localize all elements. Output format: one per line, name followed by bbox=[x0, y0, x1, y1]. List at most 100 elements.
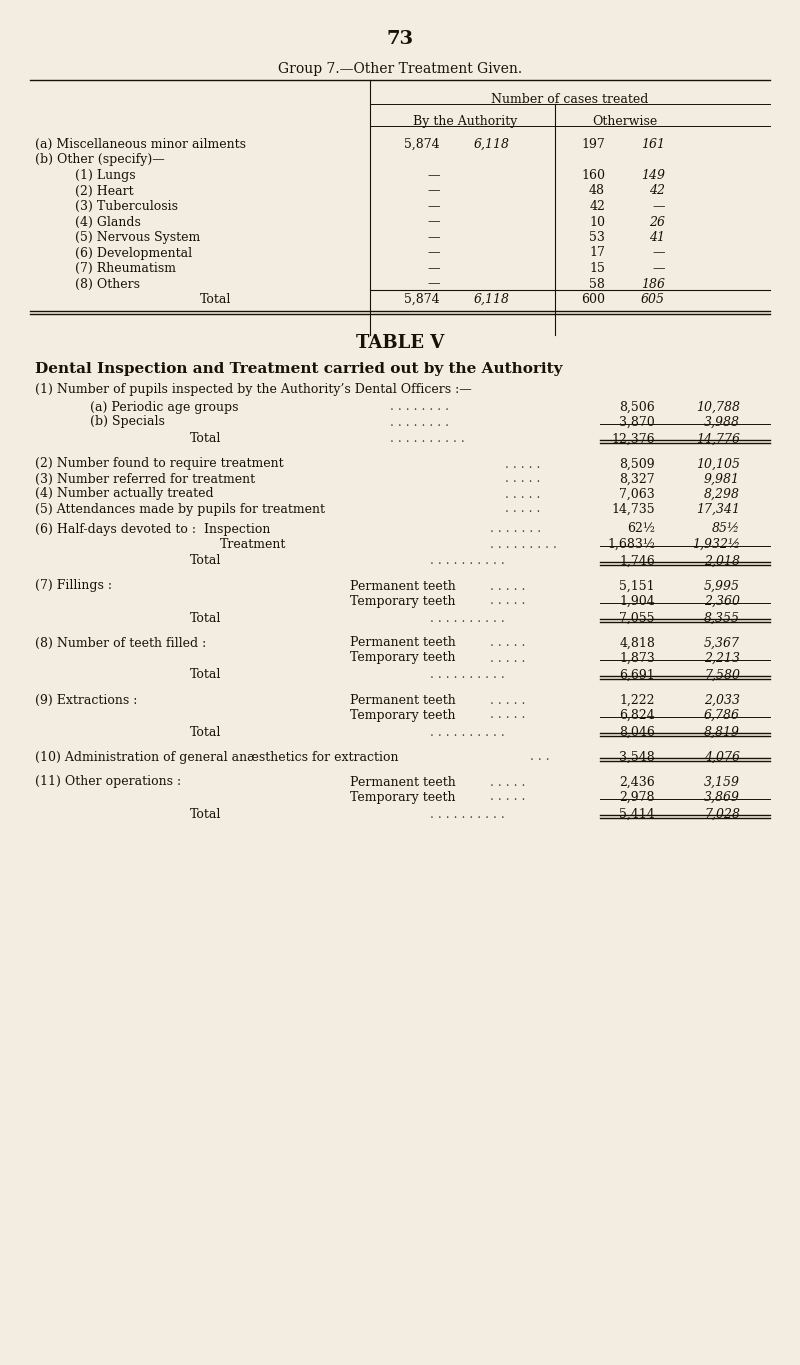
Text: Treatment: Treatment bbox=[220, 538, 286, 550]
Text: . . . . . . . . . .: . . . . . . . . . . bbox=[430, 808, 505, 820]
Text: (4) Number actually treated: (4) Number actually treated bbox=[35, 487, 214, 501]
Text: . . . . .: . . . . . bbox=[490, 693, 526, 707]
Text: 4,818: 4,818 bbox=[619, 636, 655, 650]
Text: 26: 26 bbox=[649, 216, 665, 228]
Text: Total: Total bbox=[190, 669, 222, 681]
Text: 2,436: 2,436 bbox=[619, 775, 655, 789]
Text: Permanent teeth: Permanent teeth bbox=[350, 636, 456, 650]
Text: —: — bbox=[427, 262, 440, 274]
Text: . . . . .: . . . . . bbox=[490, 595, 526, 607]
Text: 10,105: 10,105 bbox=[696, 457, 740, 471]
Text: 4,076: 4,076 bbox=[704, 751, 740, 763]
Text: —: — bbox=[653, 201, 665, 213]
Text: (1) Lungs: (1) Lungs bbox=[75, 169, 136, 182]
Text: 2,360: 2,360 bbox=[704, 595, 740, 607]
Text: Temporary teeth: Temporary teeth bbox=[350, 651, 455, 665]
Text: 2,033: 2,033 bbox=[704, 693, 740, 707]
Text: 197: 197 bbox=[582, 138, 605, 152]
Text: 1,746: 1,746 bbox=[619, 554, 655, 568]
Text: 1,873: 1,873 bbox=[619, 651, 655, 665]
Text: (6) Half-days devoted to :  Inspection: (6) Half-days devoted to : Inspection bbox=[35, 523, 270, 535]
Text: 5,874: 5,874 bbox=[404, 138, 440, 152]
Text: . . . . .: . . . . . bbox=[490, 790, 526, 804]
Text: . . . . . . . .: . . . . . . . . bbox=[390, 400, 449, 414]
Text: 8,355: 8,355 bbox=[704, 612, 740, 625]
Text: (2) Number found to require treatment: (2) Number found to require treatment bbox=[35, 457, 284, 471]
Text: 53: 53 bbox=[589, 231, 605, 244]
Text: (7) Rheumatism: (7) Rheumatism bbox=[75, 262, 176, 274]
Text: . . . . .: . . . . . bbox=[505, 487, 540, 501]
Text: . . . . .: . . . . . bbox=[505, 457, 540, 471]
Text: 2,018: 2,018 bbox=[704, 554, 740, 568]
Text: (5) Nervous System: (5) Nervous System bbox=[75, 231, 200, 244]
Text: 2,213: 2,213 bbox=[704, 651, 740, 665]
Text: 5,367: 5,367 bbox=[704, 636, 740, 650]
Text: Total: Total bbox=[190, 808, 222, 820]
Text: (11) Other operations :: (11) Other operations : bbox=[35, 775, 181, 789]
Text: (10) Administration of general anæsthetics for extraction: (10) Administration of general anæstheti… bbox=[35, 751, 398, 763]
Text: 7,063: 7,063 bbox=[619, 487, 655, 501]
Text: Total: Total bbox=[190, 612, 222, 625]
Text: 7,028: 7,028 bbox=[704, 808, 740, 820]
Text: 7,055: 7,055 bbox=[619, 612, 655, 625]
Text: By the Authority: By the Authority bbox=[413, 115, 517, 128]
Text: —: — bbox=[427, 216, 440, 228]
Text: . . . . .: . . . . . bbox=[490, 636, 526, 650]
Text: 3,159: 3,159 bbox=[704, 775, 740, 789]
Text: 8,327: 8,327 bbox=[619, 472, 655, 486]
Text: . . . . . . . . .: . . . . . . . . . bbox=[490, 538, 557, 550]
Text: 1,222: 1,222 bbox=[619, 693, 655, 707]
Text: 12,376: 12,376 bbox=[611, 433, 655, 445]
Text: (2) Heart: (2) Heart bbox=[75, 184, 134, 198]
Text: —: — bbox=[653, 247, 665, 259]
Text: 5,151: 5,151 bbox=[619, 580, 655, 592]
Text: . . . . . . . . . .: . . . . . . . . . . bbox=[430, 669, 505, 681]
Text: 6,118: 6,118 bbox=[474, 138, 510, 152]
Text: —: — bbox=[427, 184, 440, 198]
Text: . . . . .: . . . . . bbox=[505, 472, 540, 486]
Text: 6,691: 6,691 bbox=[619, 669, 655, 681]
Text: 3,988: 3,988 bbox=[704, 415, 740, 429]
Text: 14,776: 14,776 bbox=[696, 433, 740, 445]
Text: Dental Inspection and Treatment carried out by the Authority: Dental Inspection and Treatment carried … bbox=[35, 362, 562, 375]
Text: 10: 10 bbox=[589, 216, 605, 228]
Text: 73: 73 bbox=[386, 30, 414, 48]
Text: . . . . .: . . . . . bbox=[490, 651, 526, 665]
Text: 605: 605 bbox=[641, 293, 665, 306]
Text: 9,981: 9,981 bbox=[704, 472, 740, 486]
Text: 6,786: 6,786 bbox=[704, 708, 740, 722]
Text: 5,414: 5,414 bbox=[619, 808, 655, 820]
Text: (1) Number of pupils inspected by the Authority’s Dental Officers :—: (1) Number of pupils inspected by the Au… bbox=[35, 384, 472, 396]
Text: 8,298: 8,298 bbox=[704, 487, 740, 501]
Text: Permanent teeth: Permanent teeth bbox=[350, 775, 456, 789]
Text: 3,869: 3,869 bbox=[704, 790, 740, 804]
Text: 186: 186 bbox=[641, 277, 665, 291]
Text: (4) Glands: (4) Glands bbox=[75, 216, 141, 228]
Text: —: — bbox=[427, 169, 440, 182]
Text: Total: Total bbox=[190, 726, 222, 738]
Text: 42: 42 bbox=[649, 184, 665, 198]
Text: Temporary teeth: Temporary teeth bbox=[350, 708, 455, 722]
Text: 5,874: 5,874 bbox=[404, 293, 440, 306]
Text: (3) Number referred for treatment: (3) Number referred for treatment bbox=[35, 472, 255, 486]
Text: 14,735: 14,735 bbox=[611, 502, 655, 516]
Text: 10,788: 10,788 bbox=[696, 400, 740, 414]
Text: 85½: 85½ bbox=[712, 523, 740, 535]
Text: (3) Tuberculosis: (3) Tuberculosis bbox=[75, 201, 178, 213]
Text: —: — bbox=[427, 201, 440, 213]
Text: Total: Total bbox=[190, 554, 222, 568]
Text: 7,580: 7,580 bbox=[704, 669, 740, 681]
Text: 2,978: 2,978 bbox=[619, 790, 655, 804]
Text: . . .: . . . bbox=[530, 751, 550, 763]
Text: —: — bbox=[653, 262, 665, 274]
Text: Permanent teeth: Permanent teeth bbox=[350, 693, 456, 707]
Text: . . . . .: . . . . . bbox=[490, 708, 526, 722]
Text: (a) Miscellaneous minor ailments: (a) Miscellaneous minor ailments bbox=[35, 138, 246, 152]
Text: (5) Attendances made by pupils for treatment: (5) Attendances made by pupils for treat… bbox=[35, 502, 325, 516]
Text: 3,548: 3,548 bbox=[619, 751, 655, 763]
Text: (7) Fillings :: (7) Fillings : bbox=[35, 580, 112, 592]
Text: (b) Other (specify)—: (b) Other (specify)— bbox=[35, 153, 165, 167]
Text: 17,341: 17,341 bbox=[696, 502, 740, 516]
Text: 17: 17 bbox=[589, 247, 605, 259]
Text: . . . . . . . . . .: . . . . . . . . . . bbox=[390, 433, 465, 445]
